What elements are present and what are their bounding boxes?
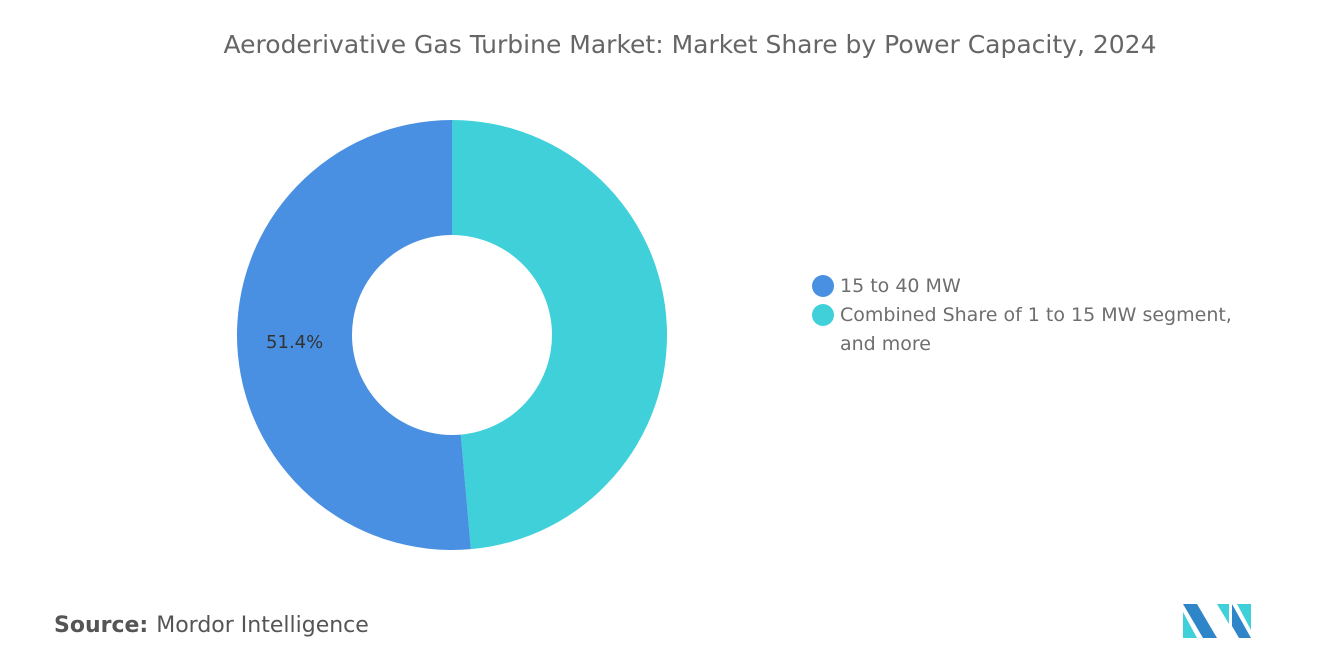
legend-swatch — [812, 275, 834, 297]
legend-item[interactable]: 15 to 40 MW — [812, 272, 1260, 301]
chart-title: Aeroderivative Gas Turbine Market: Marke… — [223, 30, 1157, 59]
legend-swatch — [812, 304, 834, 326]
mordor-logo — [1183, 604, 1251, 638]
source-note: Source: Mordor Intelligence — [54, 613, 369, 638]
legend-item[interactable]: Combined Share of 1 to 15 MW segment, an… — [812, 301, 1260, 359]
slice-1[interactable] — [452, 120, 668, 550]
legend-label: 15 to 40 MW — [840, 275, 961, 297]
slice-0[interactable] — [237, 120, 471, 550]
legend-label: Combined Share of 1 to 15 MW segment, an… — [840, 304, 1232, 355]
slice-label: 51.4% — [266, 332, 323, 353]
legend: 15 to 40 MW Combined Share of 1 to 15 MW… — [812, 272, 1260, 359]
source-label: Source: — [54, 613, 149, 638]
source-value: Mordor Intelligence — [156, 613, 369, 638]
